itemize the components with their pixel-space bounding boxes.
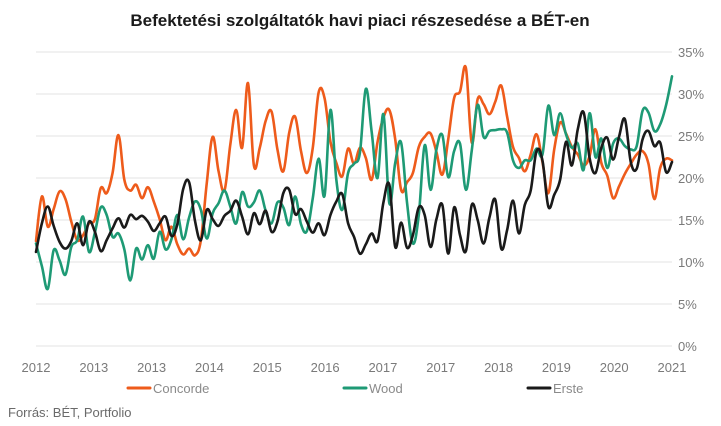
x-tick-label: 2013	[137, 360, 166, 375]
y-tick-label: 15%	[678, 213, 704, 228]
series-line-wood	[34, 75, 674, 291]
legend: Concorde Wood Erste	[126, 381, 583, 396]
y-tick-label: 10%	[678, 255, 704, 270]
x-axis: 2012 2013 2013 2014 2015 2016 2017 2017 2018 2019…	[22, 360, 687, 375]
y-tick-label: 30%	[678, 87, 704, 102]
x-tick-label: 2016	[311, 360, 340, 375]
legend-item-erste[interactable]: Erste	[526, 381, 583, 396]
grid-lines	[36, 51, 672, 347]
legend-item-concorde[interactable]: Concorde	[126, 381, 209, 396]
legend-label: Concorde	[153, 381, 209, 396]
y-tick-label: 35%	[678, 45, 704, 60]
y-tick-label: 5%	[678, 297, 697, 312]
y-tick-label: 20%	[678, 171, 704, 186]
x-tick-label: 2017	[426, 360, 455, 375]
y-tick-label: 0%	[678, 339, 697, 354]
series-line-erste	[34, 110, 674, 256]
series-lines	[34, 64, 674, 291]
x-tick-label: 2020	[600, 360, 629, 375]
legend-label: Erste	[553, 381, 583, 396]
x-tick-label: 2014	[195, 360, 224, 375]
chart-title: Befektetési szolgáltatók havi piaci rész…	[130, 11, 589, 30]
legend-item-wood[interactable]: Wood	[342, 381, 403, 396]
y-axis: 0% 5% 10% 15% 20% 25% 30% 35%	[678, 45, 704, 354]
legend-label: Wood	[369, 381, 403, 396]
x-tick-label: 2013	[79, 360, 108, 375]
x-tick-label: 2015	[253, 360, 282, 375]
x-tick-label: 2019	[542, 360, 571, 375]
x-tick-label: 2018	[484, 360, 513, 375]
x-tick-label: 2021	[658, 360, 687, 375]
x-tick-label: 2017	[368, 360, 397, 375]
y-tick-label: 25%	[678, 129, 704, 144]
x-tick-label: 2012	[22, 360, 51, 375]
source-note: Forrás: BÉT, Portfolio	[8, 405, 132, 420]
